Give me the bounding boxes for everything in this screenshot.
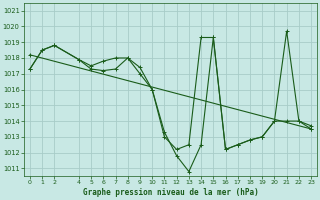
X-axis label: Graphe pression niveau de la mer (hPa): Graphe pression niveau de la mer (hPa): [83, 188, 258, 197]
